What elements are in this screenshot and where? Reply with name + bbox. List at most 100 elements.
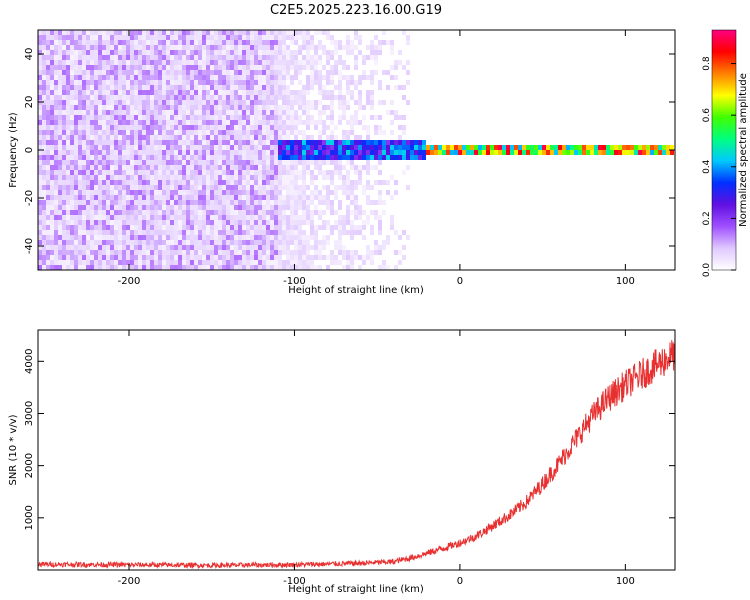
heatmap-cell bbox=[306, 235, 310, 240]
heatmap-cell bbox=[66, 195, 70, 200]
heatmap-cell bbox=[106, 80, 110, 85]
heatmap-cell bbox=[318, 80, 322, 85]
heatmap-cell bbox=[262, 35, 266, 40]
heatmap-cell bbox=[410, 145, 414, 150]
heatmap-cell bbox=[58, 235, 62, 240]
heatmap-cell bbox=[118, 225, 122, 230]
heatmap-cell bbox=[90, 180, 94, 185]
heatmap-cell bbox=[230, 125, 234, 130]
heatmap-cell bbox=[106, 40, 110, 45]
heatmap-cell bbox=[54, 130, 58, 135]
heatmap-cell bbox=[226, 265, 230, 270]
heatmap-cell bbox=[370, 55, 374, 60]
heatmap-cell bbox=[70, 245, 74, 250]
heatmap-cell bbox=[366, 90, 370, 95]
heatmap-cell bbox=[358, 225, 362, 230]
heatmap-cell bbox=[254, 230, 258, 235]
heatmap-cell bbox=[150, 235, 154, 240]
heatmap-cell bbox=[166, 240, 170, 245]
heatmap-cell bbox=[502, 150, 506, 155]
heatmap-cell bbox=[58, 245, 62, 250]
heatmap-cell bbox=[86, 70, 90, 75]
heatmap-cell bbox=[206, 250, 210, 255]
heatmap-cell bbox=[330, 95, 334, 100]
heatmap-cell bbox=[178, 120, 182, 125]
heatmap-cell bbox=[138, 190, 142, 195]
heatmap-cell bbox=[374, 70, 378, 75]
heatmap-cell bbox=[166, 145, 170, 150]
heatmap-cell bbox=[202, 235, 206, 240]
heatmap-cell bbox=[54, 50, 58, 55]
heatmap-cell bbox=[178, 240, 182, 245]
heatmap-cell bbox=[46, 170, 50, 175]
heatmap-cell bbox=[174, 255, 178, 260]
heatmap-cell bbox=[46, 65, 50, 70]
heatmap-cell bbox=[234, 265, 238, 270]
heatmap-cell bbox=[266, 250, 270, 255]
heatmap-cell bbox=[122, 205, 126, 210]
heatmap-cell bbox=[42, 30, 46, 35]
heatmap-cell bbox=[98, 45, 102, 50]
heatmap-cell bbox=[254, 85, 258, 90]
heatmap-cell bbox=[326, 80, 330, 85]
heatmap-cell bbox=[258, 115, 262, 120]
heatmap-cell bbox=[186, 100, 190, 105]
heatmap-cell bbox=[234, 45, 238, 50]
heatmap-cell bbox=[406, 235, 410, 240]
heatmap-cell bbox=[274, 80, 278, 85]
heatmap-cell bbox=[126, 230, 130, 235]
heatmap-cell bbox=[166, 125, 170, 130]
heatmap-cell bbox=[166, 190, 170, 195]
heatmap-cell bbox=[106, 145, 110, 150]
heatmap-cell bbox=[370, 105, 374, 110]
heatmap-cell bbox=[194, 255, 198, 260]
heatmap-cell bbox=[278, 140, 282, 145]
heatmap-cell bbox=[266, 155, 270, 160]
heatmap-cell bbox=[234, 110, 238, 115]
heatmap-cell bbox=[134, 110, 138, 115]
y-tick-label: 4000 bbox=[24, 349, 35, 374]
heatmap-cell bbox=[114, 100, 118, 105]
heatmap-cell bbox=[214, 205, 218, 210]
heatmap-cell bbox=[146, 260, 150, 265]
heatmap-cell bbox=[70, 100, 74, 105]
heatmap-cell bbox=[66, 240, 70, 245]
heatmap-cell bbox=[150, 185, 154, 190]
heatmap-cell bbox=[146, 45, 150, 50]
heatmap-cell bbox=[294, 90, 298, 95]
heatmap-cell bbox=[42, 135, 46, 140]
heatmap-cell bbox=[322, 185, 326, 190]
heatmap-cell bbox=[78, 105, 82, 110]
heatmap-cell bbox=[94, 130, 98, 135]
heatmap-cell bbox=[382, 260, 386, 265]
heatmap-cell bbox=[182, 240, 186, 245]
heatmap-cell bbox=[178, 70, 182, 75]
heatmap-cell bbox=[130, 165, 134, 170]
heatmap-cell bbox=[474, 145, 478, 150]
heatmap-cell bbox=[50, 260, 54, 265]
heatmap-cell bbox=[110, 165, 114, 170]
heatmap-cell bbox=[46, 120, 50, 125]
heatmap-cell bbox=[210, 210, 214, 215]
heatmap-cell bbox=[270, 120, 274, 125]
heatmap-cell bbox=[182, 260, 186, 265]
heatmap-cell bbox=[286, 220, 290, 225]
heatmap-cell bbox=[166, 40, 170, 45]
heatmap-cell bbox=[378, 45, 382, 50]
heatmap-cell bbox=[354, 170, 358, 175]
heatmap-cell bbox=[194, 265, 198, 270]
heatmap-cell bbox=[182, 225, 186, 230]
heatmap-cell bbox=[98, 180, 102, 185]
heatmap-cell bbox=[274, 70, 278, 75]
heatmap-cell bbox=[102, 260, 106, 265]
colorbar: 0.00.20.40.60.8 Normalized spectral ampl… bbox=[702, 29, 749, 277]
heatmap-cell bbox=[458, 145, 462, 150]
heatmap-cell bbox=[126, 260, 130, 265]
heatmap-cell bbox=[370, 225, 374, 230]
heatmap-cell bbox=[310, 260, 314, 265]
heatmap-cell bbox=[350, 220, 354, 225]
heatmap-cell bbox=[170, 100, 174, 105]
heatmap-cell bbox=[210, 90, 214, 95]
heatmap-cell bbox=[282, 230, 286, 235]
heatmap-cell bbox=[306, 260, 310, 265]
